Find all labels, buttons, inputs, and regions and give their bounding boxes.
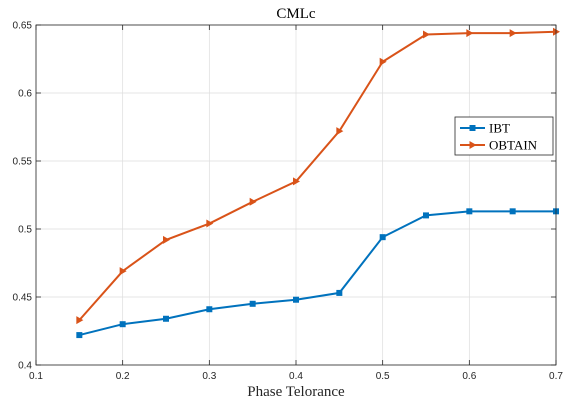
data-point-obtain [423, 30, 430, 39]
data-point-obtain [293, 177, 300, 186]
data-point-obtain [119, 267, 127, 276]
legend-item-ibt: IBT [460, 121, 510, 136]
legend-item-obtain: OBTAIN [460, 138, 538, 153]
data-point-ibt [76, 332, 83, 339]
data-point-obtain [76, 316, 84, 325]
legend-label-obtain: OBTAIN [489, 138, 538, 153]
data-point-obtain [509, 29, 517, 38]
legend-box [454, 116, 554, 156]
x-tick-label: 0.1 [29, 371, 43, 382]
legend: IBT OBTAIN [454, 116, 554, 156]
x-axis-label: Phase Telorance [247, 384, 345, 400]
series-line-obtain [78, 30, 557, 321]
data-point-ibt [119, 321, 126, 328]
data-point-obtain [336, 127, 344, 136]
data-point-obtain [206, 219, 214, 228]
x-tick-label: 0.4 [289, 371, 303, 382]
series-obtain [76, 27, 560, 325]
chart-title: CMLc [276, 6, 316, 22]
x-tick-label: 0.3 [202, 371, 216, 382]
data-point-ibt [509, 208, 516, 215]
data-point-ibt [293, 296, 299, 303]
data-point-ibt [249, 300, 256, 307]
x-tick-label: 0.6 [462, 371, 476, 382]
y-tick-label: 0.65 [13, 21, 33, 32]
series-layer [76, 27, 560, 339]
y-tick-label: 0.55 [13, 157, 33, 168]
series-line-ibt [79, 210, 556, 337]
legend-marker-ibt [469, 125, 476, 131]
data-point-ibt [336, 289, 343, 296]
y-tick-label: 0.4 [18, 361, 32, 372]
data-point-ibt [163, 315, 169, 322]
x-tick-label: 0.2 [116, 371, 130, 382]
x-tick-label: 0.5 [376, 371, 390, 382]
x-tick-label: 0.7 [549, 371, 563, 382]
y-tick-label: 0.5 [18, 225, 32, 236]
y-tick-label: 0.6 [18, 89, 32, 100]
legend-marker-obtain [469, 141, 477, 149]
data-point-obtain [553, 27, 560, 36]
data-point-ibt [423, 212, 429, 219]
data-point-obtain [466, 29, 474, 38]
data-point-obtain [163, 235, 170, 244]
data-point-obtain [379, 57, 387, 66]
legend-label-ibt: IBT [489, 121, 510, 136]
data-point-ibt [379, 234, 386, 241]
data-point-ibt [206, 306, 213, 313]
axes-box [35, 24, 557, 366]
data-point-ibt [466, 208, 473, 215]
series-ibt [76, 208, 559, 339]
data-point-obtain [249, 197, 257, 206]
y-tick-label: 0.45 [13, 293, 33, 304]
